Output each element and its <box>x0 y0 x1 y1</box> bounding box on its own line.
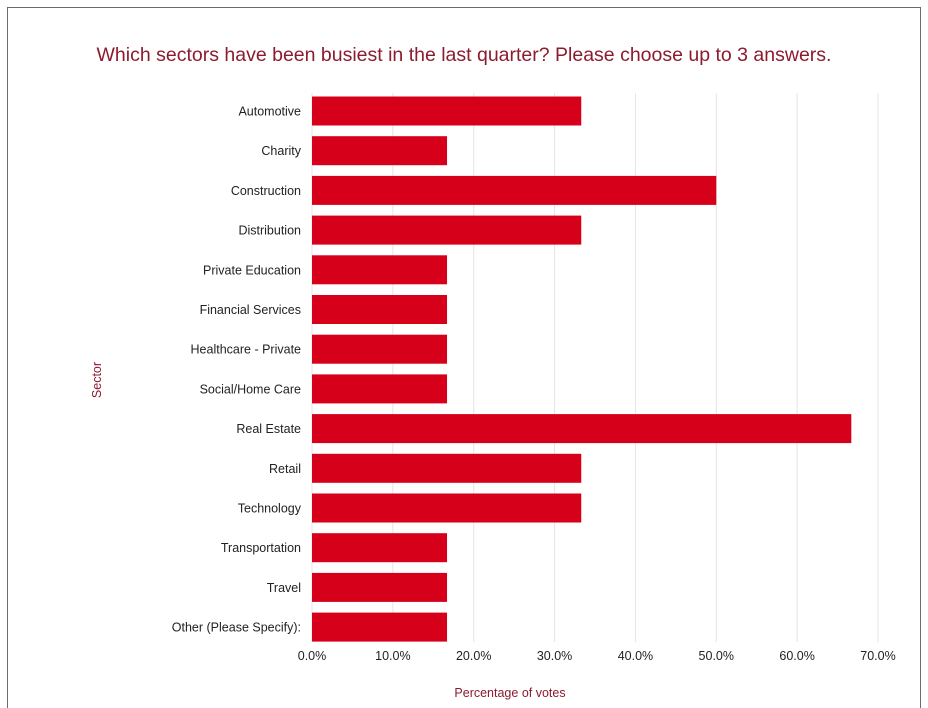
x-tick-label: 20.0% <box>456 649 491 663</box>
bar-technology <box>312 493 582 523</box>
bar-healthcare-private <box>312 334 448 364</box>
bar-social-home-care <box>312 374 448 404</box>
bar-retail <box>312 453 582 483</box>
x-tick-label: 30.0% <box>537 649 572 663</box>
x-tick-label: 10.0% <box>375 649 410 663</box>
bar-transportation <box>312 533 448 563</box>
x-tick-label: 40.0% <box>618 649 653 663</box>
x-tick-labels: 0.0% 10.0% 20.0% 30.0% 40.0% 50.0% 60.0% 70.0% <box>298 649 896 663</box>
bar-other-please-specify <box>312 612 448 642</box>
category-label: Transportation <box>221 541 301 555</box>
x-tick-label: 60.0% <box>779 649 814 663</box>
chart-title: Which sectors have been busiest in the l… <box>96 44 832 66</box>
category-label: Travel <box>267 581 301 595</box>
bar-charity <box>312 136 448 166</box>
category-label: Construction <box>231 184 301 198</box>
y-axis-title: Sector <box>90 362 104 398</box>
category-label: Real Estate <box>236 422 301 436</box>
x-tick-label: 50.0% <box>699 649 734 663</box>
category-label: Healthcare - Private <box>191 343 302 357</box>
category-label: Financial Services <box>200 303 301 317</box>
bar-distribution <box>312 215 582 245</box>
x-tick-label: 0.0% <box>298 649 327 663</box>
x-tick-label: 70.0% <box>860 649 895 663</box>
category-label: Charity <box>261 144 301 158</box>
bar-travel <box>312 572 448 602</box>
category-label: Technology <box>238 502 302 516</box>
bars <box>312 96 852 642</box>
category-label: Automotive <box>238 105 301 119</box>
category-label: Social/Home Care <box>200 382 301 396</box>
category-label: Retail <box>269 462 301 476</box>
category-label: Private Education <box>203 263 301 277</box>
bar-real-estate <box>312 414 852 444</box>
bar-private-education <box>312 255 448 285</box>
category-label: Other (Please Specify): <box>172 621 301 635</box>
bar-financial-services <box>312 295 448 324</box>
x-axis-title: Percentage of votes <box>454 686 565 700</box>
category-labels: Automotive Charity Construction Distributio… <box>172 105 302 635</box>
bar-automotive <box>312 96 582 126</box>
category-label: Distribution <box>238 224 301 238</box>
bar-construction <box>312 175 717 205</box>
